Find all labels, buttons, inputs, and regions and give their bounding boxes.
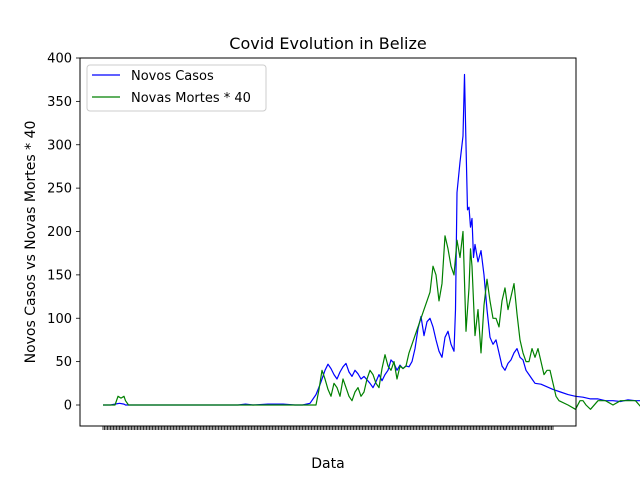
y-tick-label: 250	[47, 182, 72, 197]
y-tick-label: 150	[47, 268, 72, 283]
series-line-1	[103, 230, 640, 410]
y-axis-ticks: 0 50 100 150 200 250 300 350 400	[47, 52, 80, 414]
legend-frame	[86, 64, 267, 112]
series-line-0	[103, 73, 640, 406]
y-axis-label: Novos Casos vs Novas Mortes * 40	[23, 121, 39, 364]
y-tick-label: 300	[47, 138, 72, 153]
legend-label-novos-casos: Novos Casos	[131, 69, 214, 84]
y-tick-label: 350	[47, 95, 72, 110]
legend: Novos Casos Novas Mortes * 40	[86, 64, 267, 112]
y-tick-label: 0	[64, 399, 72, 414]
chart-title: Covid Evolution in Belize	[229, 34, 426, 53]
x-axis-ticks	[102, 426, 554, 430]
y-tick-label: 400	[47, 52, 72, 67]
plot-lines	[103, 73, 640, 410]
legend-label-novas-mortes: Novas Mortes * 40	[131, 91, 251, 106]
y-tick-label: 200	[47, 225, 72, 240]
y-tick-label: 100	[47, 312, 72, 327]
y-tick-label: 50	[55, 355, 72, 370]
x-axis-label: Data	[311, 456, 344, 472]
